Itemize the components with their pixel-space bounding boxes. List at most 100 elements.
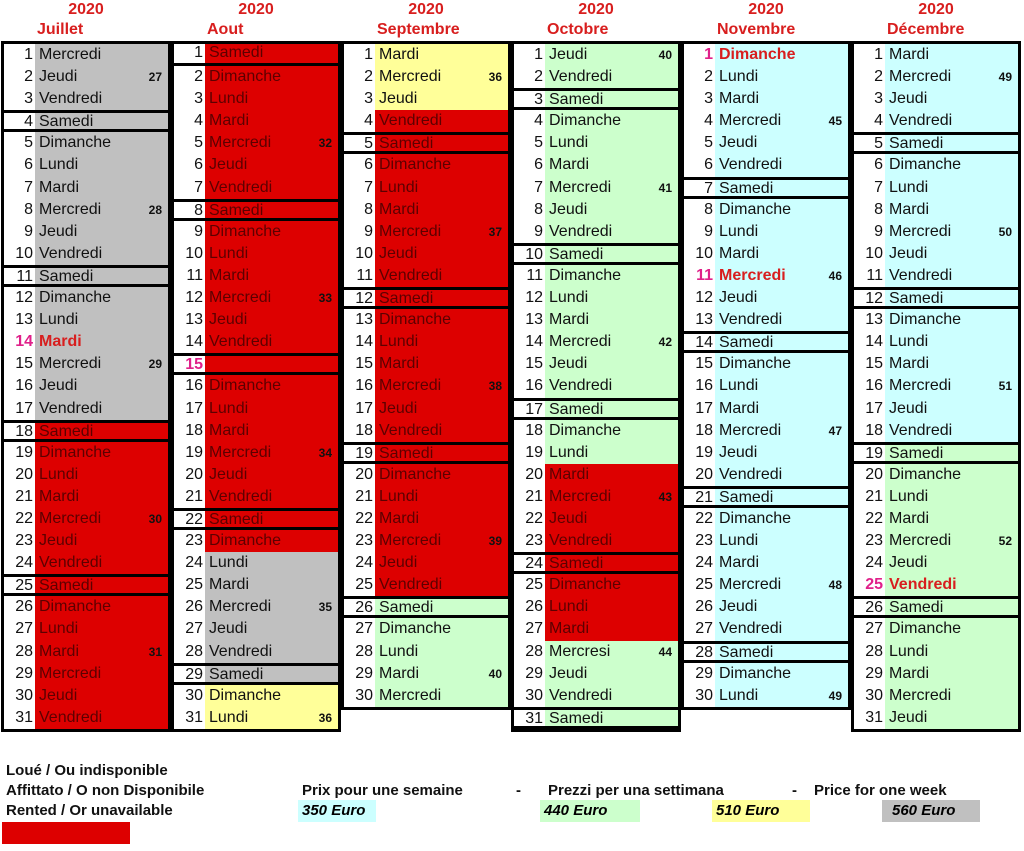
day-row[interactable]: 29 Mercredi	[4, 662, 168, 685]
day-row[interactable]: 9 Mercredi 37	[344, 220, 508, 243]
day-row[interactable]: 30 Lundi 49	[684, 684, 848, 707]
day-row[interactable]: 24 Mardi	[684, 552, 848, 575]
day-row[interactable]: 10 Mardi	[684, 242, 848, 265]
day-row[interactable]: 22 Samedi	[174, 507, 338, 531]
day-row[interactable]: 24 Vendredi	[4, 552, 168, 575]
day-row[interactable]: 17 Jeudi	[344, 397, 508, 420]
day-row[interactable]: 27 Dimanche	[344, 618, 508, 641]
day-row[interactable]: 25 Dimanche	[514, 574, 678, 597]
day-row[interactable]: 11 Vendredi	[854, 264, 1018, 288]
day-row[interactable]: 28 Vendredi	[174, 640, 338, 663]
day-row[interactable]: 20 Vendredi	[684, 463, 848, 486]
day-row[interactable]: 3 Mardi	[684, 88, 848, 111]
day-row[interactable]: 12 Lundi	[514, 287, 678, 310]
day-row[interactable]: 23 Mercredi 52	[854, 530, 1018, 553]
day-row[interactable]: 13 Dimanche	[344, 309, 508, 332]
day-row[interactable]: 20 Jeudi	[174, 463, 338, 486]
day-row[interactable]: 28 Mardi 31	[4, 640, 168, 663]
day-row[interactable]: 29 Mardi	[854, 662, 1018, 685]
day-row[interactable]: 29 Dimanche	[684, 662, 848, 685]
day-row[interactable]: 26 Dimanche	[4, 596, 168, 619]
day-row[interactable]: 22 Mardi	[344, 507, 508, 531]
day-row[interactable]: 7 Lundi	[344, 176, 508, 199]
day-row[interactable]: 5 Mercredi 32	[174, 132, 338, 155]
day-row[interactable]: 13 Jeudi	[174, 309, 338, 332]
day-row[interactable]: 19 Mercredi 34	[174, 441, 338, 464]
day-row[interactable]: 17 Jeudi	[854, 397, 1018, 420]
day-row[interactable]: 1 Mardi	[344, 44, 508, 67]
day-row[interactable]: 9 Jeudi	[4, 220, 168, 243]
day-row[interactable]: 16 Lundi	[684, 375, 848, 398]
day-row[interactable]: 4 Vendredi	[854, 110, 1018, 133]
day-row[interactable]: 29 Jeudi	[514, 662, 678, 685]
day-row[interactable]: 5 Lundi	[514, 132, 678, 155]
day-row[interactable]: 4 Dimanche	[514, 110, 678, 133]
day-row[interactable]: 9 Mercredi 50	[854, 220, 1018, 243]
day-row[interactable]: 31 Vendredi	[4, 706, 168, 729]
day-row[interactable]: 21 Lundi	[344, 485, 508, 508]
day-row[interactable]: 11 Mardi	[174, 264, 338, 288]
day-row[interactable]: 29 Mardi 40	[344, 662, 508, 685]
day-row[interactable]: 24 Lundi	[174, 552, 338, 575]
day-row[interactable]: 24 Samedi	[514, 552, 678, 575]
day-row[interactable]: 17 Vendredi	[4, 397, 168, 420]
day-row[interactable]: 5 Dimanche	[4, 132, 168, 155]
day-row[interactable]: 10 Jeudi	[854, 242, 1018, 265]
day-row[interactable]: 6 Dimanche	[344, 154, 508, 177]
day-row[interactable]: 27 Lundi	[4, 618, 168, 641]
day-row[interactable]: 1 Jeudi 40	[514, 44, 678, 67]
day-row[interactable]: 18 Vendredi	[344, 419, 508, 442]
day-row[interactable]: 21 Vendredi	[174, 485, 338, 508]
day-row[interactable]: 18 Samedi	[4, 419, 168, 442]
day-row[interactable]: 8 Jeudi	[514, 198, 678, 221]
day-row[interactable]: 13 Vendredi	[684, 309, 848, 332]
day-row[interactable]: 7 Mercredi 41	[514, 176, 678, 199]
day-row[interactable]: 23 Jeudi	[4, 530, 168, 553]
day-row[interactable]: 6 Mardi	[514, 154, 678, 177]
day-row[interactable]: 27 Jeudi	[174, 618, 338, 641]
day-row[interactable]: 6 Lundi	[4, 154, 168, 177]
day-row[interactable]: 2 Lundi	[684, 66, 848, 89]
day-row[interactable]: 15 Jeudi	[514, 353, 678, 376]
day-row[interactable]: 19 Jeudi	[684, 441, 848, 464]
day-row[interactable]: 12 Samedi	[854, 287, 1018, 310]
day-row[interactable]: 4 Vendredi	[344, 110, 508, 133]
day-row[interactable]: 17 Mardi	[684, 397, 848, 420]
day-row[interactable]: 14 Mardi	[4, 331, 168, 354]
day-row[interactable]: 14 Mercredi 42	[514, 331, 678, 354]
day-row[interactable]: 18 Mardi	[174, 419, 338, 442]
day-row[interactable]: 26 Lundi	[514, 596, 678, 619]
day-row[interactable]: 2 Jeudi 27	[4, 66, 168, 89]
day-row[interactable]: 29 Samedi	[174, 662, 338, 685]
day-row[interactable]: 3 Lundi	[174, 88, 338, 111]
day-row[interactable]: 7 Lundi	[854, 176, 1018, 199]
day-row[interactable]: 4 Mardi	[174, 110, 338, 133]
day-row[interactable]: 25 Samedi	[4, 574, 168, 597]
day-row[interactable]: 12 Jeudi	[684, 287, 848, 310]
day-row[interactable]: 19 Samedi	[854, 441, 1018, 464]
day-row[interactable]: 6 Vendredi	[684, 154, 848, 177]
day-row[interactable]: 20 Mardi	[514, 463, 678, 486]
day-row[interactable]: 16 Mercredi 38	[344, 375, 508, 398]
day-row[interactable]: 30 Jeudi	[4, 684, 168, 707]
day-row[interactable]: 25 Vendredi	[344, 574, 508, 597]
day-row[interactable]: 11 Mercredi 46	[684, 264, 848, 288]
day-row[interactable]: 20 Dimanche	[854, 463, 1018, 486]
day-row[interactable]: 18 Dimanche	[514, 419, 678, 442]
day-row[interactable]: 20 Dimanche	[344, 463, 508, 486]
day-row[interactable]: 19 Samedi	[344, 441, 508, 464]
day-row[interactable]: 31 Samedi	[514, 706, 678, 729]
day-row[interactable]: 5 Samedi	[854, 132, 1018, 155]
day-row[interactable]: 30 Mercredi	[344, 684, 508, 707]
day-row[interactable]: 23 Vendredi	[514, 530, 678, 553]
day-row[interactable]: 19 Dimanche	[4, 441, 168, 464]
day-row[interactable]: 11 Dimanche	[514, 264, 678, 288]
day-row[interactable]: 26 Samedi	[344, 596, 508, 619]
day-row[interactable]: 22 Mercredi 30	[4, 507, 168, 531]
day-row[interactable]: 16 Mercredi 51	[854, 375, 1018, 398]
day-row[interactable]: 7 Mardi	[4, 176, 168, 199]
day-row[interactable]: 5 Jeudi	[684, 132, 848, 155]
day-row[interactable]: 14 Lundi	[344, 331, 508, 354]
day-row[interactable]: 12 Dimanche	[4, 287, 168, 310]
day-row[interactable]: 13 Dimanche	[854, 309, 1018, 332]
